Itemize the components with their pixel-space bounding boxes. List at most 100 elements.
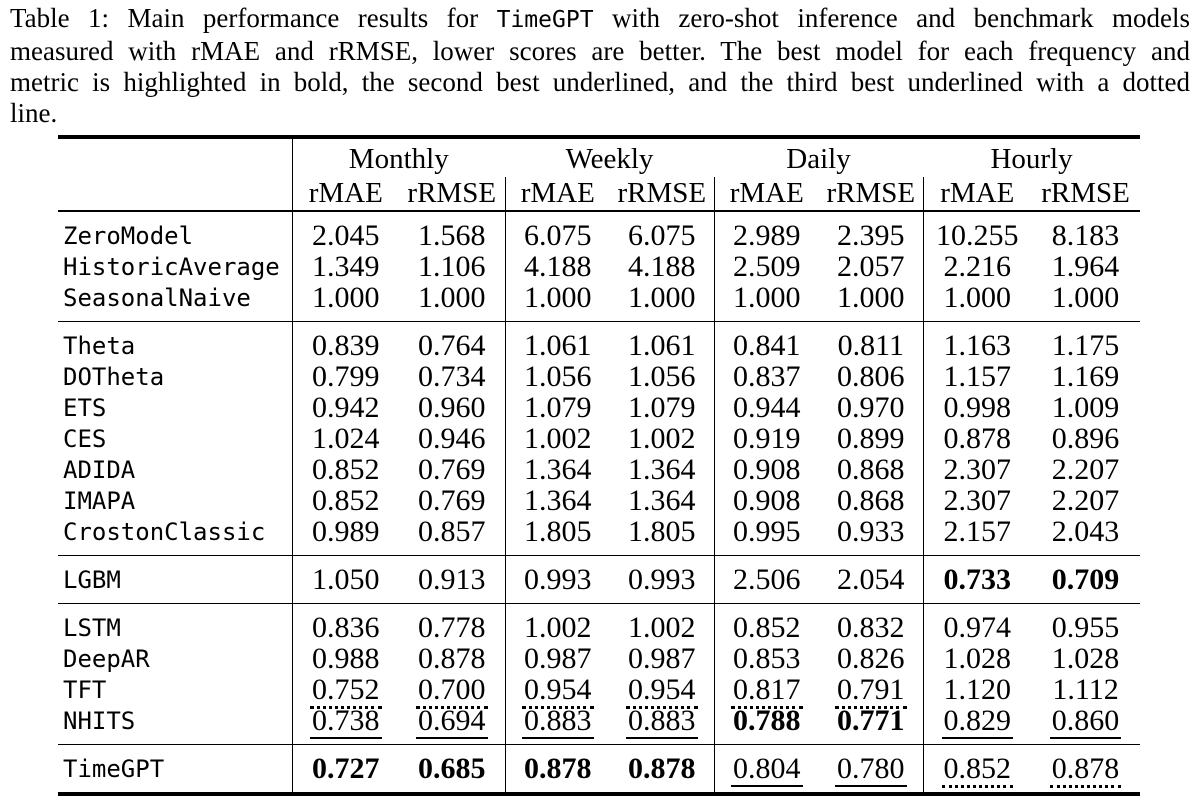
metric-value-cell: 0.769 — [399, 485, 505, 516]
metric-value: 0.860 — [1049, 704, 1122, 739]
model-name: LGBM — [63, 566, 121, 594]
metric-value-cell: 1.050 — [292, 555, 399, 604]
metric-value: 1.364 — [524, 484, 592, 517]
metric-value-cell: 1.157 — [922, 361, 1032, 392]
metric-value-cell: 6.075 — [504, 210, 610, 252]
metric-value-cell: 0.700 — [399, 673, 505, 709]
metric-value-cell: 0.817 — [713, 673, 820, 709]
metric-value: 1.028 — [943, 642, 1012, 675]
metric-value: 0.878 — [418, 642, 486, 675]
metric-value-cell: 2.207 — [1031, 454, 1140, 485]
metric-value: 1.000 — [312, 281, 380, 314]
metric-value: 4.188 — [628, 250, 696, 283]
metric-value: 0.752 — [310, 673, 382, 709]
metric-value: 1.364 — [524, 453, 592, 486]
metric-value-cell: 1.568 — [399, 210, 505, 252]
metric-value-cell: 1.364 — [504, 484, 610, 517]
metric-value-cell: 0.899 — [819, 423, 923, 454]
metric-value-cell: 1.002 — [504, 423, 610, 454]
metric-value-cell: 2.307 — [922, 454, 1032, 485]
header-hourly-rrmse: rRMSE — [1031, 177, 1141, 212]
metric-value-cell: 0.764 — [399, 321, 505, 361]
metric-value: 1.079 — [524, 391, 592, 424]
metric-value-cell: 1.106 — [399, 251, 505, 282]
metric-value: 1.024 — [312, 422, 380, 455]
metric-value: 2.989 — [733, 219, 801, 252]
metric-value-cell: 0.685 — [399, 744, 505, 796]
header-hourly-rmae: rMAE — [922, 177, 1032, 212]
metric-value: 0.829 — [941, 704, 1014, 739]
metric-value-cell: 0.955 — [1031, 603, 1141, 643]
caption-line-1: Table 1: Main performance results for Ti… — [10, 3, 1190, 36]
table-row: ADIDA 0.852 0.769 1.364 1.364 0.908 0.868 2.307… — [58, 454, 1140, 485]
metric-value: 0.942 — [312, 391, 380, 424]
table-row: ETS 0.942 0.960 1.079 1.079 0.944 0.970 0.998 1.… — [58, 392, 1140, 423]
metric-value: 1.000 — [524, 281, 592, 314]
metric-value: 1.805 — [524, 515, 592, 548]
model-cell: Theta — [58, 321, 293, 361]
metric-value: 1.568 — [418, 219, 486, 252]
metric-value: 1.805 — [628, 515, 696, 548]
table-header: Monthly Weekly Daily Hourly rMAE rRMSE r… — [58, 135, 1141, 212]
metric-value: 0.970 — [837, 391, 905, 424]
table-group-3: LGBM 1.050 0.913 0.993 0.993 2.506 2.054 0.733 0… — [58, 555, 1141, 604]
metric-value: 0.954 — [626, 673, 698, 709]
metric-value: 0.771 — [837, 704, 905, 737]
metric-value: 0.685 — [418, 752, 486, 785]
metric-value-cell: 1.364 — [504, 453, 610, 486]
metric-value: 0.883 — [522, 704, 594, 739]
metric-value: 6.075 — [524, 219, 592, 252]
metric-value: 2.506 — [733, 563, 801, 596]
model-column-header — [58, 177, 293, 212]
table-row: DOTheta 0.799 0.734 1.056 1.056 0.837 0.806 1.1… — [58, 361, 1140, 392]
model-name: ETS — [63, 394, 107, 422]
metric-value: 0.852 — [312, 484, 380, 517]
model-cell: TFT — [58, 674, 293, 705]
model-cell: CES — [58, 423, 293, 454]
metric-value-cell: 0.738 — [292, 704, 399, 745]
metric-value: 1.061 — [524, 329, 592, 362]
metric-value: 1.050 — [312, 563, 380, 596]
metric-value-cell: 0.806 — [819, 361, 923, 392]
metric-value-cell: 0.694 — [399, 704, 505, 745]
metric-value: 0.734 — [418, 360, 486, 393]
col-group-daily: Daily — [714, 135, 924, 177]
metric-value: 0.852 — [312, 453, 380, 486]
metric-value-cell: 0.942 — [292, 392, 399, 423]
metric-value-cell: 0.988 — [292, 643, 399, 674]
metric-value-cell: 2.157 — [922, 516, 1032, 556]
metric-value-cell: 0.883 — [610, 704, 714, 745]
metric-value-cell: 0.883 — [504, 704, 610, 745]
metric-value: 0.817 — [731, 673, 803, 709]
model-name: SeasonalNaive — [63, 284, 251, 312]
metric-value-cell: 1.002 — [504, 603, 610, 644]
metric-value-cell: 0.995 — [713, 516, 820, 556]
metric-value-cell: 0.771 — [819, 705, 923, 745]
metric-value: 1.002 — [524, 611, 592, 644]
metric-value-cell: 0.832 — [819, 603, 924, 643]
model-cell: ADIDA — [58, 454, 293, 485]
caption-line-4: line. — [10, 98, 58, 128]
metric-value-cell: 0.811 — [819, 321, 924, 361]
table-row: DeepAR 0.988 0.878 0.987 0.987 0.853 0.826 1.02… — [58, 643, 1140, 674]
metric-value: 0.788 — [733, 704, 801, 737]
metric-value-cell: 0.799 — [292, 361, 399, 392]
metric-value-cell: 0.933 — [819, 516, 923, 556]
metric-value-cell: 1.364 — [610, 454, 714, 485]
metric-value-cell: 0.780 — [819, 744, 924, 796]
table-row: TFT 0.752 0.700 0.954 0.954 0.817 0.791 1.120 1.… — [58, 673, 1140, 709]
metric-value-cell: 1.000 — [1031, 282, 1140, 322]
metric-value-cell: 1.000 — [399, 282, 505, 322]
metric-value: 0.998 — [943, 391, 1012, 424]
metric-value-cell: 0.970 — [819, 392, 923, 423]
metric-value: 1.056 — [628, 360, 696, 393]
metric-value: 0.878 — [628, 752, 696, 785]
metric-value-cell: 0.709 — [1031, 555, 1141, 604]
metric-value-cell: 0.993 — [610, 555, 715, 604]
metric-value-cell: 0.954 — [610, 673, 714, 709]
metric-value-cell: 1.000 — [610, 282, 714, 322]
metric-value: 1.000 — [943, 281, 1012, 314]
table-row: ZeroModel 2.045 1.568 6.075 6.075 2.989 2.395 1… — [58, 210, 1141, 252]
metric-value: 1.000 — [1051, 281, 1120, 314]
metric-value: 1.000 — [418, 281, 486, 314]
